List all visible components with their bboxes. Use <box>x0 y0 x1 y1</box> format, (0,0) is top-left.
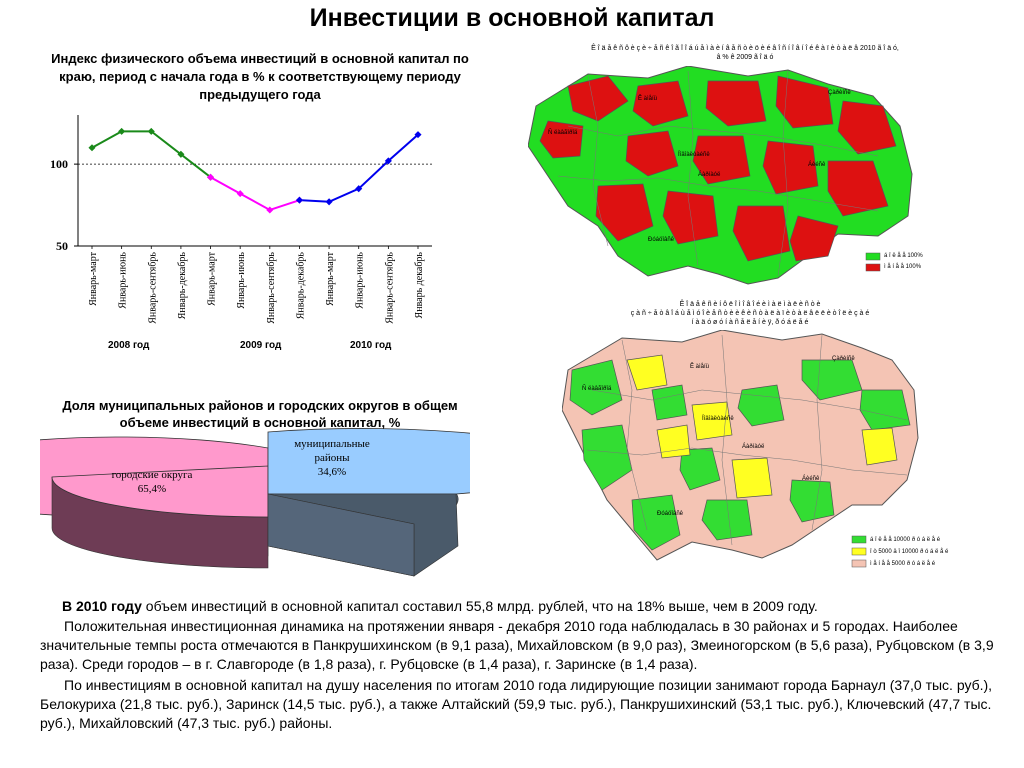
line-chart-series <box>91 130 419 212</box>
map-region-label: Áèéñê <box>802 475 820 482</box>
line-chart-y-ticks: 100 50 <box>50 157 78 253</box>
map-top-legend <box>865 252 881 272</box>
x-tick-label: Январь-сентябрь <box>384 252 395 324</box>
legend-swatch-green <box>851 535 867 544</box>
data-point <box>207 173 215 181</box>
map-region-label: Áàðíàóë <box>742 443 765 450</box>
paragraph-1: В 2010 году объем инвестиций в основной … <box>62 597 1002 616</box>
map-top-title: Ê î ä å ê ñ ô è ç è ÷ å ñ ê î ã î î á ú … <box>591 45 899 61</box>
pie-slice-districts <box>267 428 470 495</box>
map-bottom-title: Ê î ä å ê ñ è í ô ë î ì î â î é è ì à ë … <box>630 301 870 326</box>
x-tick-label: Январь-сентябрь <box>147 252 158 324</box>
legend-swatch-green <box>865 252 881 261</box>
y-tick-label: 50 <box>56 239 68 253</box>
x-tick-label: Январь-сентябрь <box>266 252 277 324</box>
map-bottom-legend-1: á î ë å å 10000 ð ó á ë å é <box>870 537 941 543</box>
legend-swatch-yellow <box>851 547 867 556</box>
x-tick-label: Январь-июнь <box>118 252 129 309</box>
map-region-label: Íîâîàëòàéñê <box>678 151 710 158</box>
paragraph-1-lead: В 2010 году <box>62 598 142 614</box>
paragraph-1-rest: объем инвестиций в основной капитал сост… <box>141 598 818 614</box>
body-text: В 2010 году объем инвестиций в основной … <box>62 597 1002 616</box>
page-title: Инвестиции в основной капитал <box>309 4 715 32</box>
data-point <box>147 127 155 135</box>
paragraph-2: Положительная инвестиционная динамика на… <box>40 618 994 672</box>
pie-label-cities: городские округа 65,4% <box>111 469 193 495</box>
map-region-label: Ñ ëàâãîðîä <box>582 385 612 392</box>
map-region-label: Çàðèíñê <box>832 355 855 362</box>
map-region-label: Ê àìåíü <box>690 362 709 370</box>
data-point <box>414 131 422 139</box>
line-chart-title: Индекс физического объема инвестиций в о… <box>51 51 469 102</box>
year-label-2010: 2010 год <box>350 340 392 351</box>
x-tick-label: Январь-июнь <box>355 252 366 309</box>
data-point <box>325 198 333 206</box>
series-line-0 <box>91 130 212 179</box>
data-point <box>118 127 126 135</box>
legend-swatch-red <box>865 263 881 272</box>
line-chart-points <box>88 127 422 214</box>
data-point <box>355 185 363 193</box>
map-region-label: Ðóáöîâñê <box>657 511 684 517</box>
year-label-2009: 2009 год <box>240 340 282 351</box>
map-top-legend-2: ì å í å å 100% <box>884 264 922 270</box>
data-point <box>88 144 96 152</box>
map-bottom: Ñ ëàâãîðîä Ê àìåíü Çàðèíñê Íîâîàëòàéñê Áàðíà… <box>562 330 919 568</box>
pie-label-districts: муниципальные районы 34,6% <box>294 438 370 478</box>
x-tick-label: Январь-декабрь <box>177 252 188 320</box>
data-point <box>236 190 244 198</box>
line-chart-x-labels: Январь-март Январь-июнь Январь-сентябрь Янв… <box>88 246 425 324</box>
pie-chart <box>40 428 470 577</box>
legend-swatch-pink <box>851 559 867 568</box>
data-point <box>384 157 392 165</box>
map-bottom-legend-2: î ò 5000 ä î 10000 ð ó á ë å é <box>870 549 949 555</box>
map-region-label: Ðóáöîâñê <box>648 237 675 243</box>
line-chart: 100 50 Январь-март Январь-июнь Январь-сентя… <box>50 115 432 324</box>
x-tick-label: Январь-декабрь <box>295 252 306 320</box>
paragraph-3: По инвестициям в основной капитал на душ… <box>40 677 993 731</box>
data-point <box>266 206 274 214</box>
map-region-label: Ê àìåíü <box>638 94 657 102</box>
map-region-label: Áàðíàóë <box>698 171 721 178</box>
series-line-1 <box>210 176 300 212</box>
line-chart-axes <box>77 115 432 247</box>
map-region-label: Íîâîàëòàéñê <box>702 415 734 422</box>
year-label-2008: 2008 год <box>108 340 150 351</box>
map-bottom-legend <box>851 535 867 568</box>
map-region-label: Çàðèíñê <box>828 89 851 96</box>
x-tick-label: Январь-март <box>325 251 336 306</box>
x-tick-label: Январь-март <box>88 251 99 306</box>
pie-chart-title: Доля муниципальных районов и городских о… <box>62 398 458 430</box>
map-region-label: Ñ ëàâãîðîä <box>548 129 578 136</box>
data-point <box>177 150 185 158</box>
data-point <box>295 196 303 204</box>
x-tick-label: Январь декабрь <box>414 252 425 319</box>
y-tick-label: 100 <box>50 157 68 171</box>
map-region-label: Áèéñê <box>808 161 826 168</box>
x-tick-label: Январь-март <box>207 251 218 306</box>
map-top: Ñ ëàâãîðîä Ê àìåíü Çàðèíñê Íîâîàëòàéñê Áàðíà… <box>528 66 913 285</box>
x-tick-label: Январь-июнь <box>236 252 247 309</box>
map-bottom-legend-3: ì å í å å 5000 ð ó á ë å é <box>870 561 936 567</box>
map-top-legend-1: á î ë å å 100% <box>884 253 923 259</box>
